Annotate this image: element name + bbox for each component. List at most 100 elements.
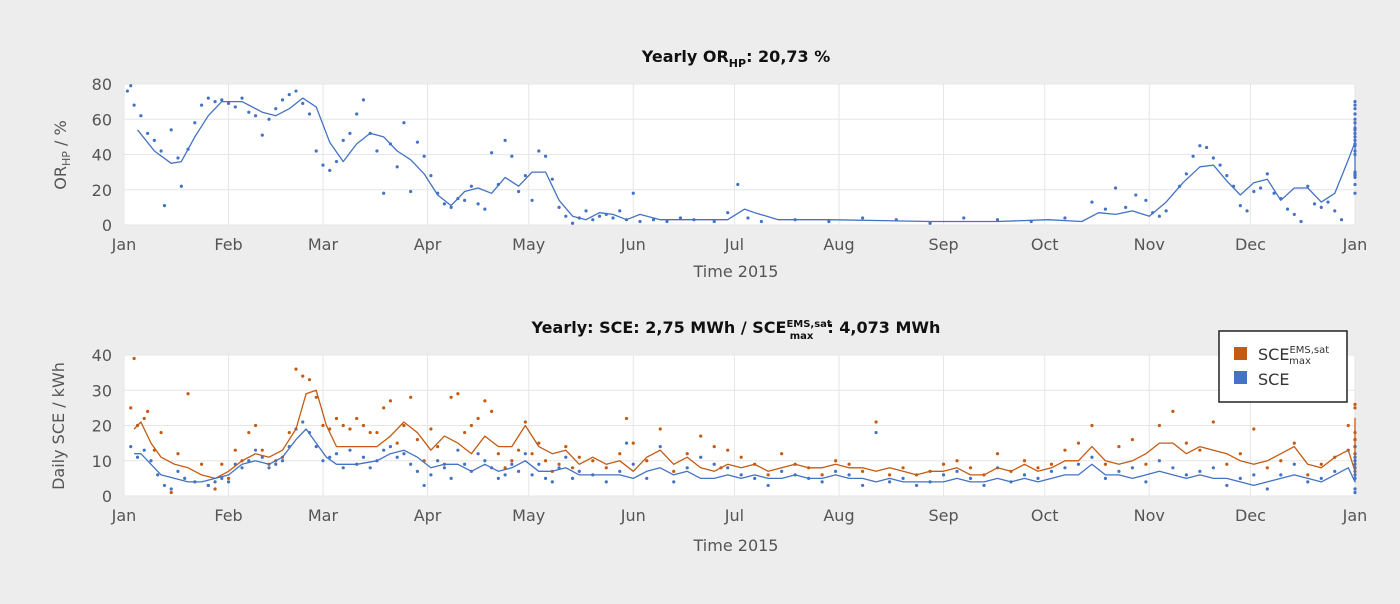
data-point <box>955 459 959 463</box>
x-tick-label: Jul <box>724 235 744 254</box>
data-point <box>368 466 372 470</box>
data-point <box>712 219 716 224</box>
data-point <box>543 476 548 480</box>
data-point <box>847 473 851 477</box>
data-point <box>361 423 366 428</box>
data-point <box>645 459 649 463</box>
data-point <box>766 483 770 488</box>
data-point <box>395 165 399 169</box>
data-point <box>1198 448 1202 452</box>
x-tick-label: Jan <box>111 235 137 254</box>
data-point <box>456 196 460 201</box>
data-point <box>280 98 285 102</box>
data-point <box>1319 205 1323 209</box>
data-point <box>638 219 642 224</box>
data-point <box>685 452 689 456</box>
data-point <box>678 216 683 220</box>
y-tick-label: 10 <box>92 452 112 471</box>
x-tick-label: Feb <box>214 235 242 254</box>
data-point <box>402 452 406 456</box>
data-point <box>1211 156 1215 160</box>
data-point <box>766 473 770 477</box>
data-point <box>861 469 865 473</box>
data-point <box>280 459 285 463</box>
data-point <box>726 448 730 452</box>
data-point <box>1063 466 1067 470</box>
chart2-legend: SCEEMS,sat max SCE <box>1218 330 1348 403</box>
y-tick-label: 80 <box>92 75 112 94</box>
data-point <box>226 476 231 480</box>
data-point <box>1103 207 1108 211</box>
data-point <box>672 469 676 473</box>
data-point <box>1076 462 1081 466</box>
data-point <box>260 448 264 452</box>
data-point <box>1333 469 1337 473</box>
data-point <box>449 205 453 209</box>
x-tick-label: Jun <box>620 506 646 525</box>
data-point <box>375 430 379 435</box>
data-point <box>550 177 554 181</box>
data-point <box>139 114 143 118</box>
data-point <box>1333 209 1337 213</box>
data-point <box>382 191 386 195</box>
data-point <box>982 483 986 488</box>
chart1-x-ticks: Jan Feb Mar Apr May Jun Jul Aug Sep Oct Nov Dec Jan <box>111 235 1368 254</box>
chart1-title: Yearly ORHP: 20,73 % <box>641 47 831 70</box>
data-point <box>557 466 561 470</box>
data-point <box>1049 462 1054 466</box>
data-point <box>1184 441 1188 445</box>
data-point <box>820 473 824 477</box>
data-point <box>483 459 487 463</box>
data-point <box>759 219 764 224</box>
data-point <box>537 441 541 445</box>
data-point <box>334 452 339 456</box>
data-point <box>995 452 1000 456</box>
data-point <box>1353 100 1357 104</box>
data-point <box>1292 441 1296 445</box>
data-point <box>834 469 838 473</box>
data-point <box>591 218 595 222</box>
data-point <box>247 110 251 114</box>
data-point <box>355 112 359 116</box>
data-point <box>503 473 507 477</box>
data-point <box>328 455 332 459</box>
data-point <box>611 216 615 220</box>
data-point <box>382 448 386 452</box>
data-point <box>429 427 433 431</box>
data-point <box>1265 487 1269 491</box>
data-point <box>739 455 743 459</box>
data-point <box>456 448 460 452</box>
data-point <box>179 184 183 188</box>
data-point <box>1090 200 1094 204</box>
data-point <box>820 480 824 484</box>
data-point <box>1076 441 1081 445</box>
x-tick-label: Dec <box>1235 235 1266 254</box>
data-point <box>463 198 467 202</box>
data-point <box>341 466 345 470</box>
data-point <box>334 159 339 164</box>
data-point <box>1353 406 1357 410</box>
data-point <box>496 452 500 456</box>
x-tick-label: Mar <box>308 235 339 254</box>
data-point <box>422 154 426 158</box>
data-point <box>1306 184 1310 188</box>
data-point <box>260 455 264 459</box>
data-point <box>415 438 420 442</box>
data-point <box>483 207 487 211</box>
data-point <box>577 455 581 459</box>
data-point <box>436 445 440 449</box>
x-tick-label: Oct <box>1031 506 1059 525</box>
data-point <box>348 448 352 452</box>
data-point <box>1144 462 1148 466</box>
data-point <box>1306 480 1310 484</box>
data-point <box>348 427 352 431</box>
data-point <box>287 430 291 435</box>
data-point <box>537 462 541 466</box>
data-point <box>1353 117 1357 121</box>
data-point <box>368 131 372 135</box>
data-point <box>159 149 163 153</box>
data-point <box>247 430 251 435</box>
data-point <box>834 459 838 463</box>
data-point <box>321 163 325 167</box>
data-point <box>415 469 420 473</box>
